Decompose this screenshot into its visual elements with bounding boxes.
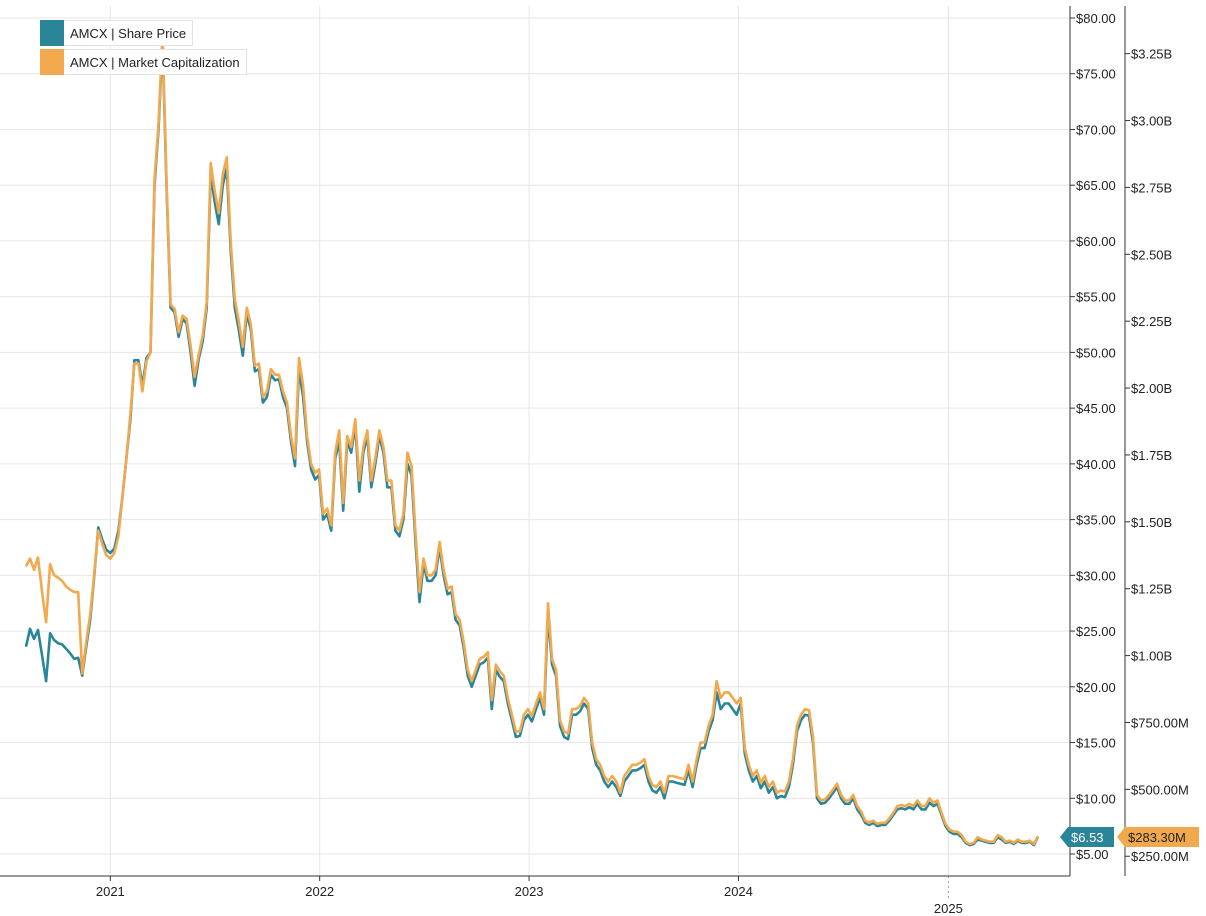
series-line-share-price bbox=[24, 38, 1040, 847]
x-tick-label: 2025 bbox=[934, 901, 963, 916]
legend: AMCX | Share Price AMCX | Market Capital… bbox=[40, 20, 247, 78]
y-tick-label-left: $65.00 bbox=[1076, 178, 1116, 193]
series-lines bbox=[24, 33, 1040, 847]
y-tick-label-right: $3.25B bbox=[1131, 47, 1172, 62]
end-label-share-price-text: $6.53 bbox=[1071, 830, 1104, 845]
y-axis-market-cap: $250.00M $500.00M $750.00M $1.00B $1.25B $1.5… bbox=[1124, 6, 1189, 876]
legend-item-market-cap[interactable]: AMCX | Market Capitalization bbox=[40, 49, 247, 75]
x-axis: 2021 2022 2023 2024 2025 bbox=[0, 875, 1070, 916]
y-tick-label-right: $1.50B bbox=[1131, 515, 1172, 530]
y-tick-label-left: $5.00 bbox=[1076, 847, 1109, 862]
end-label-market-cap: $283.30M bbox=[1117, 826, 1199, 847]
y-tick-label-right: $1.00B bbox=[1131, 649, 1172, 664]
y-tick-label-left: $35.00 bbox=[1076, 513, 1116, 528]
y-tick-label-right: $3.00B bbox=[1131, 114, 1172, 129]
x-tick-label: 2021 bbox=[96, 884, 125, 899]
end-label-market-cap-text: $283.30M bbox=[1128, 830, 1186, 845]
end-label-share-price: $6.53 bbox=[1060, 826, 1114, 847]
y-tick-label-right: $1.25B bbox=[1131, 582, 1172, 597]
legend-label-market-cap: AMCX | Market Capitalization bbox=[64, 49, 247, 75]
y-tick-label-left: $45.00 bbox=[1076, 401, 1116, 416]
legend-label-share-price: AMCX | Share Price bbox=[64, 20, 194, 46]
y-tick-label-left: $55.00 bbox=[1076, 290, 1116, 305]
y-tick-label-right: $250.00M bbox=[1131, 849, 1189, 864]
x-tick-label: 2023 bbox=[515, 884, 544, 899]
y-tick-label-left: $30.00 bbox=[1076, 568, 1116, 583]
end-label-market-cap-bg bbox=[1117, 826, 1199, 847]
legend-swatch-share-price bbox=[40, 20, 64, 46]
y-tick-label-left: $80.00 bbox=[1076, 11, 1116, 26]
end-labels: $6.53 $283.30M bbox=[1060, 826, 1199, 847]
y-tick-label-left: $50.00 bbox=[1076, 345, 1116, 360]
y-tick-label-left: $15.00 bbox=[1076, 736, 1116, 751]
y-tick-label-right: $750.00M bbox=[1131, 715, 1189, 730]
grid-lines bbox=[0, 6, 1070, 876]
y-tick-label-left: $70.00 bbox=[1076, 122, 1116, 137]
y-tick-label-left: $60.00 bbox=[1076, 234, 1116, 249]
y-tick-label-left: $40.00 bbox=[1076, 457, 1116, 472]
end-label-share-price-bg bbox=[1060, 826, 1114, 847]
y-tick-label-left: $25.00 bbox=[1076, 624, 1116, 639]
y-tick-label-right: $1.75B bbox=[1131, 448, 1172, 463]
legend-swatch-market-cap bbox=[40, 49, 64, 75]
y-tick-label-right: $2.75B bbox=[1131, 180, 1172, 195]
y-tick-label-right: $500.00M bbox=[1131, 782, 1189, 797]
legend-item-share-price[interactable]: AMCX | Share Price bbox=[40, 20, 247, 46]
y-tick-label-left: $75.00 bbox=[1076, 67, 1116, 82]
x-tick-label: 2024 bbox=[724, 884, 753, 899]
y-tick-label-left: $10.00 bbox=[1076, 791, 1116, 806]
y-tick-label-right: $2.00B bbox=[1131, 381, 1172, 396]
y-tick-label-right: $2.25B bbox=[1131, 314, 1172, 329]
y-axis-share-price: $5.00 $10.00 $15.00 $20.00 $25.00 $30.00 $35.0… bbox=[1069, 6, 1116, 876]
y-tick-label-right: $2.50B bbox=[1131, 247, 1172, 262]
series-line-market-cap bbox=[24, 33, 1040, 846]
y-tick-label-left: $20.00 bbox=[1076, 680, 1116, 695]
x-tick-label: 2022 bbox=[305, 884, 334, 899]
